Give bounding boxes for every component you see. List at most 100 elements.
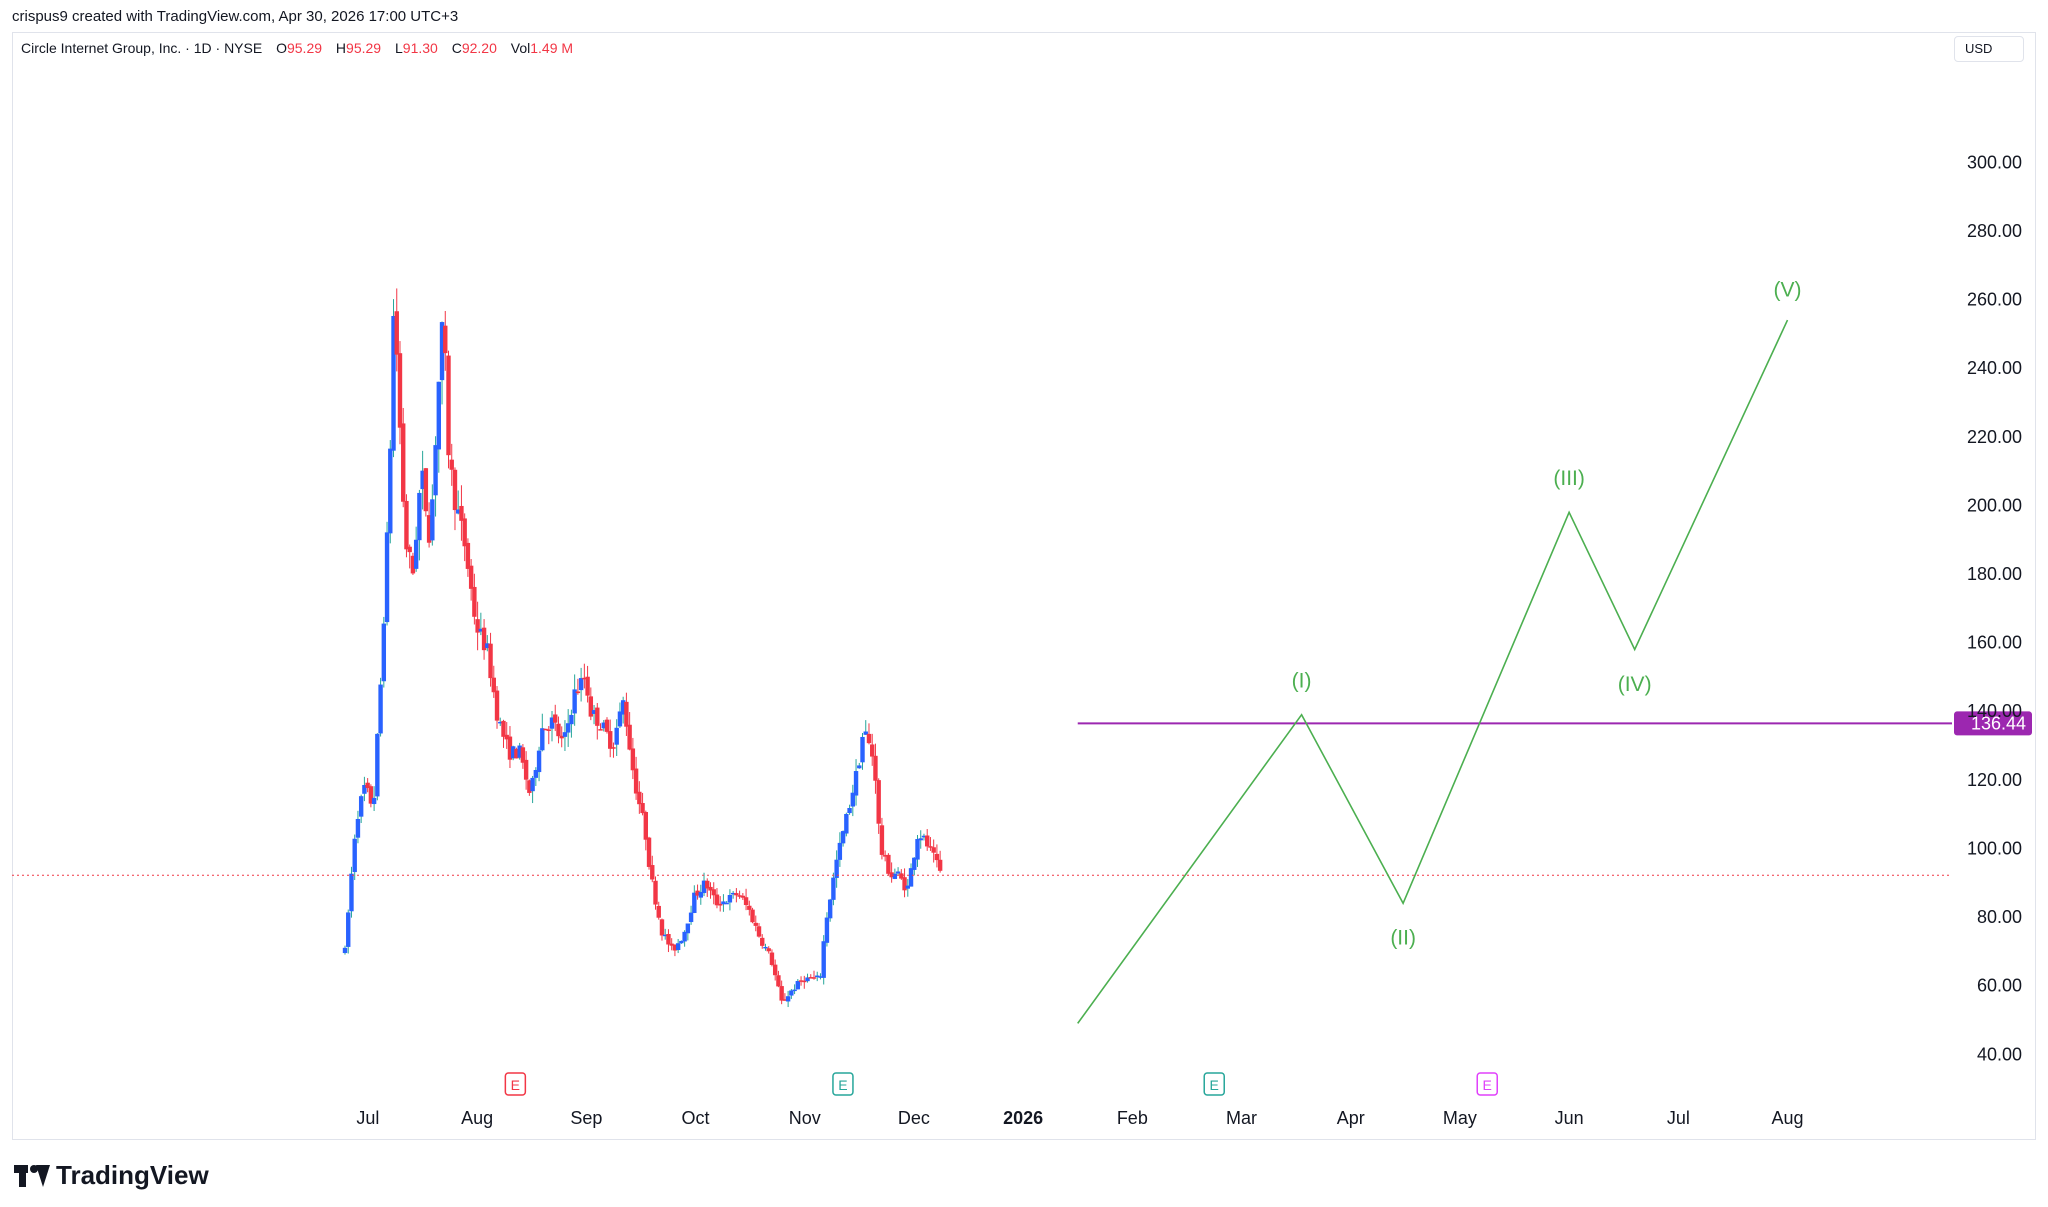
x-tick-label: Sep xyxy=(570,1108,602,1128)
candle xyxy=(750,907,755,924)
candle xyxy=(375,733,380,801)
candle xyxy=(368,784,374,808)
candle xyxy=(614,719,619,757)
x-tick-label: Dec xyxy=(898,1108,930,1128)
candle-body xyxy=(498,721,503,724)
candle-body xyxy=(604,719,610,732)
candle xyxy=(633,756,639,800)
candle xyxy=(562,720,568,751)
y-tick-label: 140.00 xyxy=(1967,701,2022,721)
candle-body xyxy=(695,890,700,896)
candle-body xyxy=(853,771,859,796)
candle-body xyxy=(572,689,577,714)
candle xyxy=(572,674,577,726)
candle xyxy=(362,776,367,802)
candle-body xyxy=(857,765,862,769)
candle-body xyxy=(349,873,354,912)
earnings-marker-label: E xyxy=(1483,1077,1492,1093)
candle-body xyxy=(931,847,936,853)
candle-body xyxy=(433,445,438,496)
candle xyxy=(925,829,930,851)
candle xyxy=(776,970,781,988)
candle-body xyxy=(637,791,642,805)
candle xyxy=(747,900,752,916)
candle-body xyxy=(650,865,655,880)
candle xyxy=(617,702,623,728)
candle xyxy=(892,868,898,880)
candle xyxy=(491,665,496,698)
candle-body xyxy=(462,518,467,547)
candle xyxy=(769,949,775,967)
candle-body xyxy=(371,797,377,805)
candle-body xyxy=(413,539,419,569)
tradingview-brand[interactable]: TradingView xyxy=(14,1160,209,1191)
candle xyxy=(682,930,687,947)
candle-body xyxy=(675,943,681,951)
candle xyxy=(611,742,616,758)
candle-body xyxy=(504,734,509,740)
candle-body xyxy=(882,855,888,857)
candle xyxy=(556,716,561,744)
high-value: 95.29 xyxy=(346,40,382,56)
low-value: 91.30 xyxy=(402,40,438,56)
candle-body xyxy=(876,780,881,824)
candle-body xyxy=(798,980,804,982)
candle-body xyxy=(743,897,749,906)
candle-body xyxy=(934,853,940,861)
candle xyxy=(462,513,467,562)
candle xyxy=(853,759,859,806)
x-tick-label: 2026 xyxy=(1003,1108,1043,1128)
candle-body xyxy=(514,748,519,759)
candle xyxy=(734,888,739,903)
candle xyxy=(608,719,613,758)
currency-selector[interactable]: USD xyxy=(1954,36,2024,62)
y-tick-label: 160.00 xyxy=(1967,633,2022,653)
candle-body xyxy=(708,886,713,891)
candle-body xyxy=(378,684,383,734)
candle xyxy=(692,885,697,914)
candle xyxy=(378,677,383,737)
candle xyxy=(536,746,542,782)
candle-body xyxy=(766,948,771,952)
close-value: 92.20 xyxy=(461,40,497,56)
candle xyxy=(714,888,720,909)
candle-body xyxy=(795,981,801,990)
candle-body xyxy=(918,838,923,841)
x-tick-label: Mar xyxy=(1226,1108,1257,1128)
candle-body xyxy=(669,943,674,946)
candle-body xyxy=(459,505,464,521)
candle-body xyxy=(633,768,639,794)
candle xyxy=(358,794,364,823)
candle xyxy=(478,612,484,636)
candles-layer xyxy=(342,288,943,1008)
candle xyxy=(789,988,794,999)
overlay-layer: 136.44 (I) (II) (III) (IV) (V) E E E E xyxy=(12,278,2032,1096)
wave-label: (I) xyxy=(1292,669,1312,692)
candle-body xyxy=(753,922,758,926)
candle xyxy=(520,744,526,769)
volume-label: Vol xyxy=(510,40,531,56)
candle xyxy=(475,601,480,651)
candle-body xyxy=(672,944,678,951)
candle-body xyxy=(740,895,746,898)
candle xyxy=(753,915,758,932)
candle-body xyxy=(488,643,493,679)
candle xyxy=(931,839,936,863)
candle xyxy=(815,971,820,982)
candle xyxy=(873,743,878,794)
candle xyxy=(472,573,477,625)
candle xyxy=(653,876,658,910)
candle-body xyxy=(850,792,856,807)
candle-body xyxy=(381,623,387,682)
candle-body xyxy=(792,989,797,992)
candle xyxy=(766,946,771,954)
candle-body xyxy=(734,893,739,896)
candle xyxy=(355,810,361,844)
chart-credit: crispus9 created with TradingView.com, A… xyxy=(12,8,459,25)
candle-body xyxy=(355,818,361,838)
tradingview-logo-icon xyxy=(14,1164,50,1187)
candle-body xyxy=(410,555,416,574)
candle xyxy=(346,909,351,954)
candle xyxy=(811,970,817,980)
